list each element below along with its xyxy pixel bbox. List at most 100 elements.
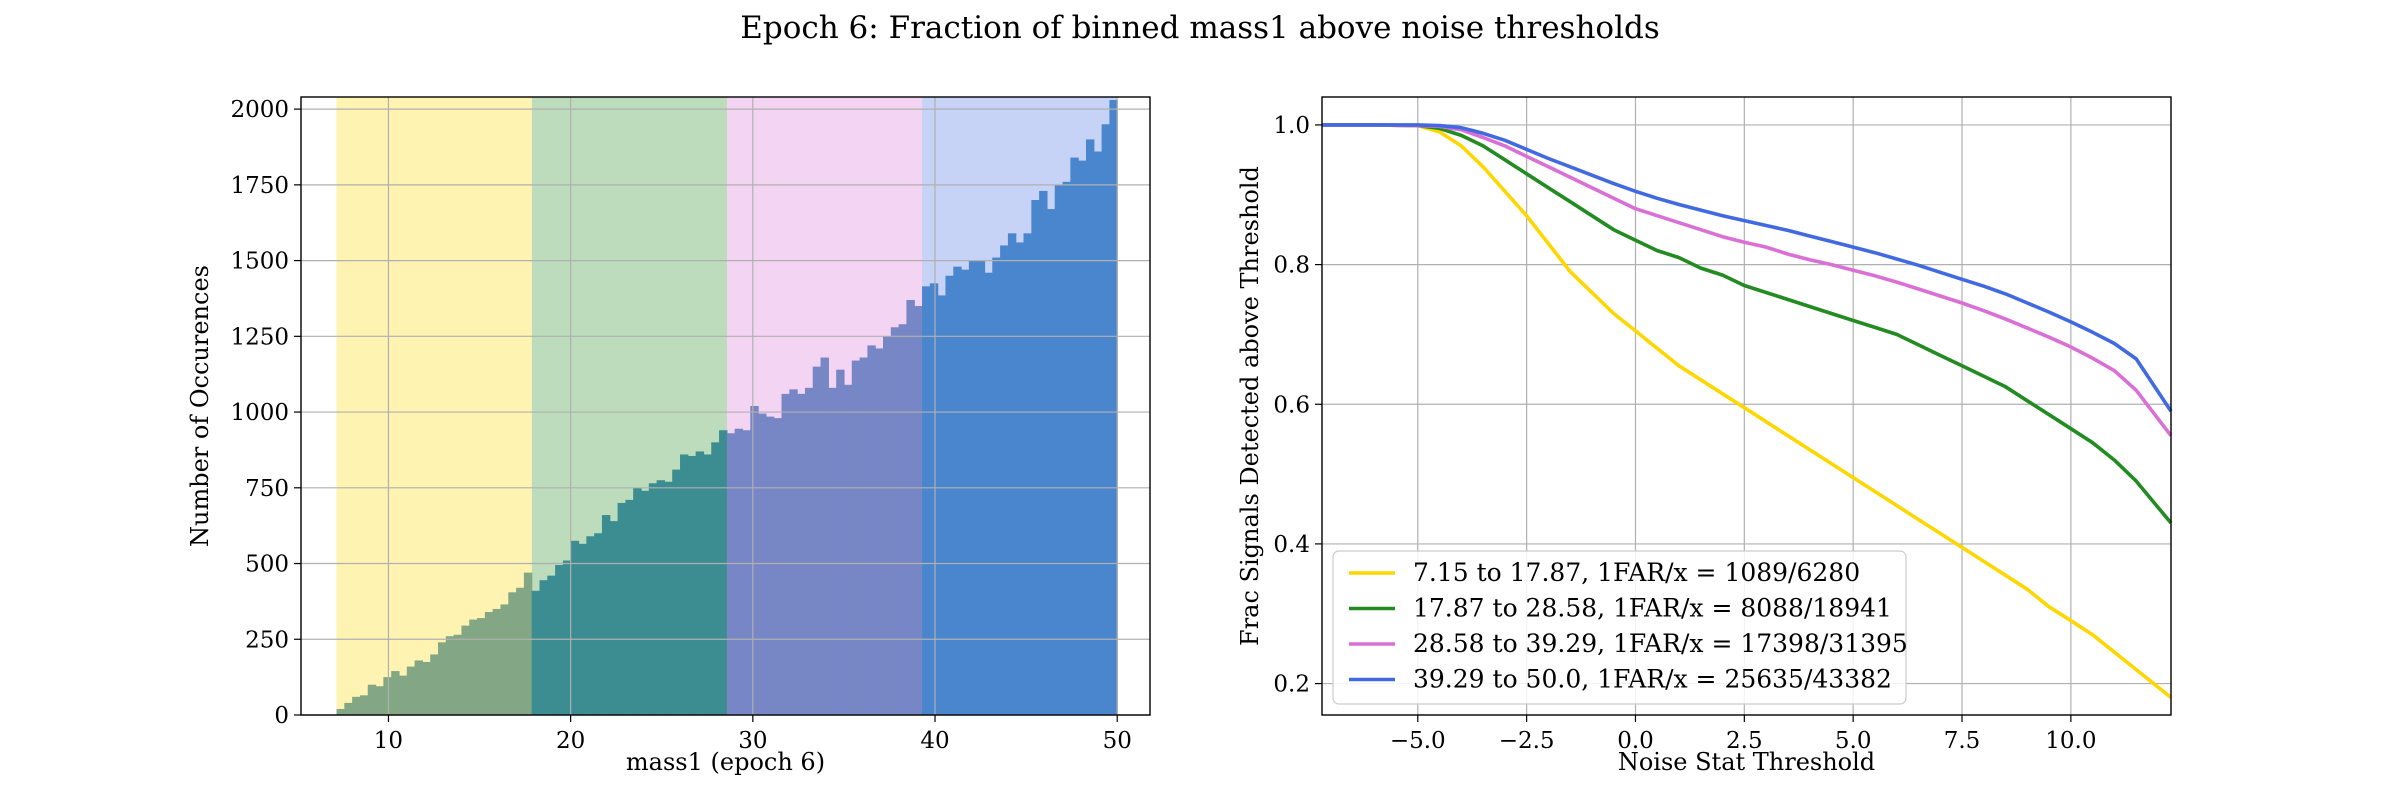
x-axis-label: Noise Stat Threshold [1618,748,1875,776]
histogram-bar [609,521,619,715]
series-line-2 [1322,123,2173,525]
x-axis-label: mass1 (epoch 6) [626,748,825,776]
histogram-bar [516,587,525,715]
histogram-bar [906,299,915,715]
histogram-bar [836,369,845,715]
histogram-bar [711,442,720,715]
histogram-bar [1078,160,1087,715]
histogram-bar [555,565,564,715]
x-tick-label: 30 [738,728,767,754]
histogram-bar [617,502,626,715]
legend-box [1332,550,1907,705]
histogram-bar [898,324,908,715]
figure-title: Epoch 6: Fraction of binned mass1 above … [740,10,1660,46]
histogram-bar [781,393,790,715]
histogram-bar [422,661,431,715]
histogram-bar [625,499,634,715]
series-line-4 [1322,123,2173,413]
histogram-bar [789,389,798,715]
histogram-bar [773,418,783,715]
histogram-bar [336,708,345,715]
histogram-bar [453,634,463,715]
histogram-bar [1070,157,1079,715]
histogram-bar [445,636,455,715]
histogram-bar [469,619,478,715]
histogram-bar [1101,124,1110,715]
histogram-bar [562,560,572,715]
histogram-bar [937,295,947,715]
x-tick-label: −5.0 [1390,728,1446,754]
histogram-bar [492,608,502,715]
histogram-bar [414,660,424,715]
histogram-bar [1109,100,1118,715]
x-tick-label: 40 [920,728,949,754]
series-line-3 [1322,123,2173,437]
histogram-bar [703,454,712,715]
histogram-bar [875,348,884,715]
histogram-bar [367,684,377,715]
histogram-bar [867,345,876,715]
histogram-bar [672,469,681,715]
x-tick-label: 10 [374,728,403,754]
legend-label-4: 39.29 to 50.0, 1FAR/x = 25635/43382 [1413,665,1892,694]
histogram-bar [984,272,993,715]
histogram-bar [461,625,470,715]
y-tick-label: 1000 [230,400,289,426]
histogram-bar [477,618,486,715]
x-tick-label: 5.0 [1835,728,1872,754]
histogram-bar [656,480,666,715]
histogram-bar [922,286,931,715]
histogram-bar [1039,190,1048,716]
line-chart-panel: −5.0 −2.5 0.0 2.5 5.0 7.5 10.0 0.2 0.4 0.6 0.8 1.0 N… [1236,96,2173,776]
histogram-bar [758,413,767,715]
y-tick-label: 0.6 [1273,392,1310,418]
histogram-bar [594,533,603,715]
histogram-bar [890,327,900,715]
histogram-bar [523,572,533,715]
histogram-bar [578,543,587,715]
histogram-bar [640,490,650,715]
histogram-bar [1062,181,1071,715]
histogram-bar [664,481,673,715]
x-tick-label: −2.5 [1499,728,1555,754]
legend-label-2: 17.87 to 28.58, 1FAR/x = 8088/18941 [1413,594,1892,623]
histogram-bar [812,366,822,715]
histogram-bar [843,384,853,715]
histogram-bar [1085,139,1095,716]
x-tick-label: 10.0 [2045,728,2096,754]
x-tick-label: 2.5 [1726,728,1763,754]
histogram-bar [352,696,361,715]
histogram-bar [438,642,447,715]
histogram-bar [539,580,548,715]
histogram-bar [1093,151,1103,715]
y-tick-label: 2000 [230,97,289,123]
histogram-bar [820,357,829,715]
y-tick-label: 750 [245,476,289,502]
histogram-bar [344,702,353,715]
histogram-bar [859,357,868,715]
histogram-bar [1007,233,1017,715]
histogram-bar [680,454,689,715]
histogram-bar [601,515,611,715]
histogram-bar [851,360,861,715]
axes-frame [300,96,1151,716]
histogram-bar [570,540,580,715]
histogram-bar [750,406,759,715]
histogram-bar [430,654,439,715]
histogram-bar [914,306,923,715]
legend-label-1: 7.15 to 17.87, 1FAR/x = 1089/6280 [1413,558,1860,587]
histogram-bar [1000,245,1009,716]
histogram-bar [695,451,705,715]
x-tick-label: 20 [556,728,585,754]
histogram-bars [336,100,1118,716]
y-tick-label: 0.8 [1273,253,1310,279]
histogram-bar [500,604,509,715]
histogram-bar [687,455,697,715]
histogram-bar [719,430,728,715]
y-tick-label: 0.2 [1273,672,1310,698]
histogram-bar [1046,209,1056,715]
histogram-bar [633,487,642,715]
histogram-bar [804,387,814,715]
histogram-bar [929,283,939,715]
